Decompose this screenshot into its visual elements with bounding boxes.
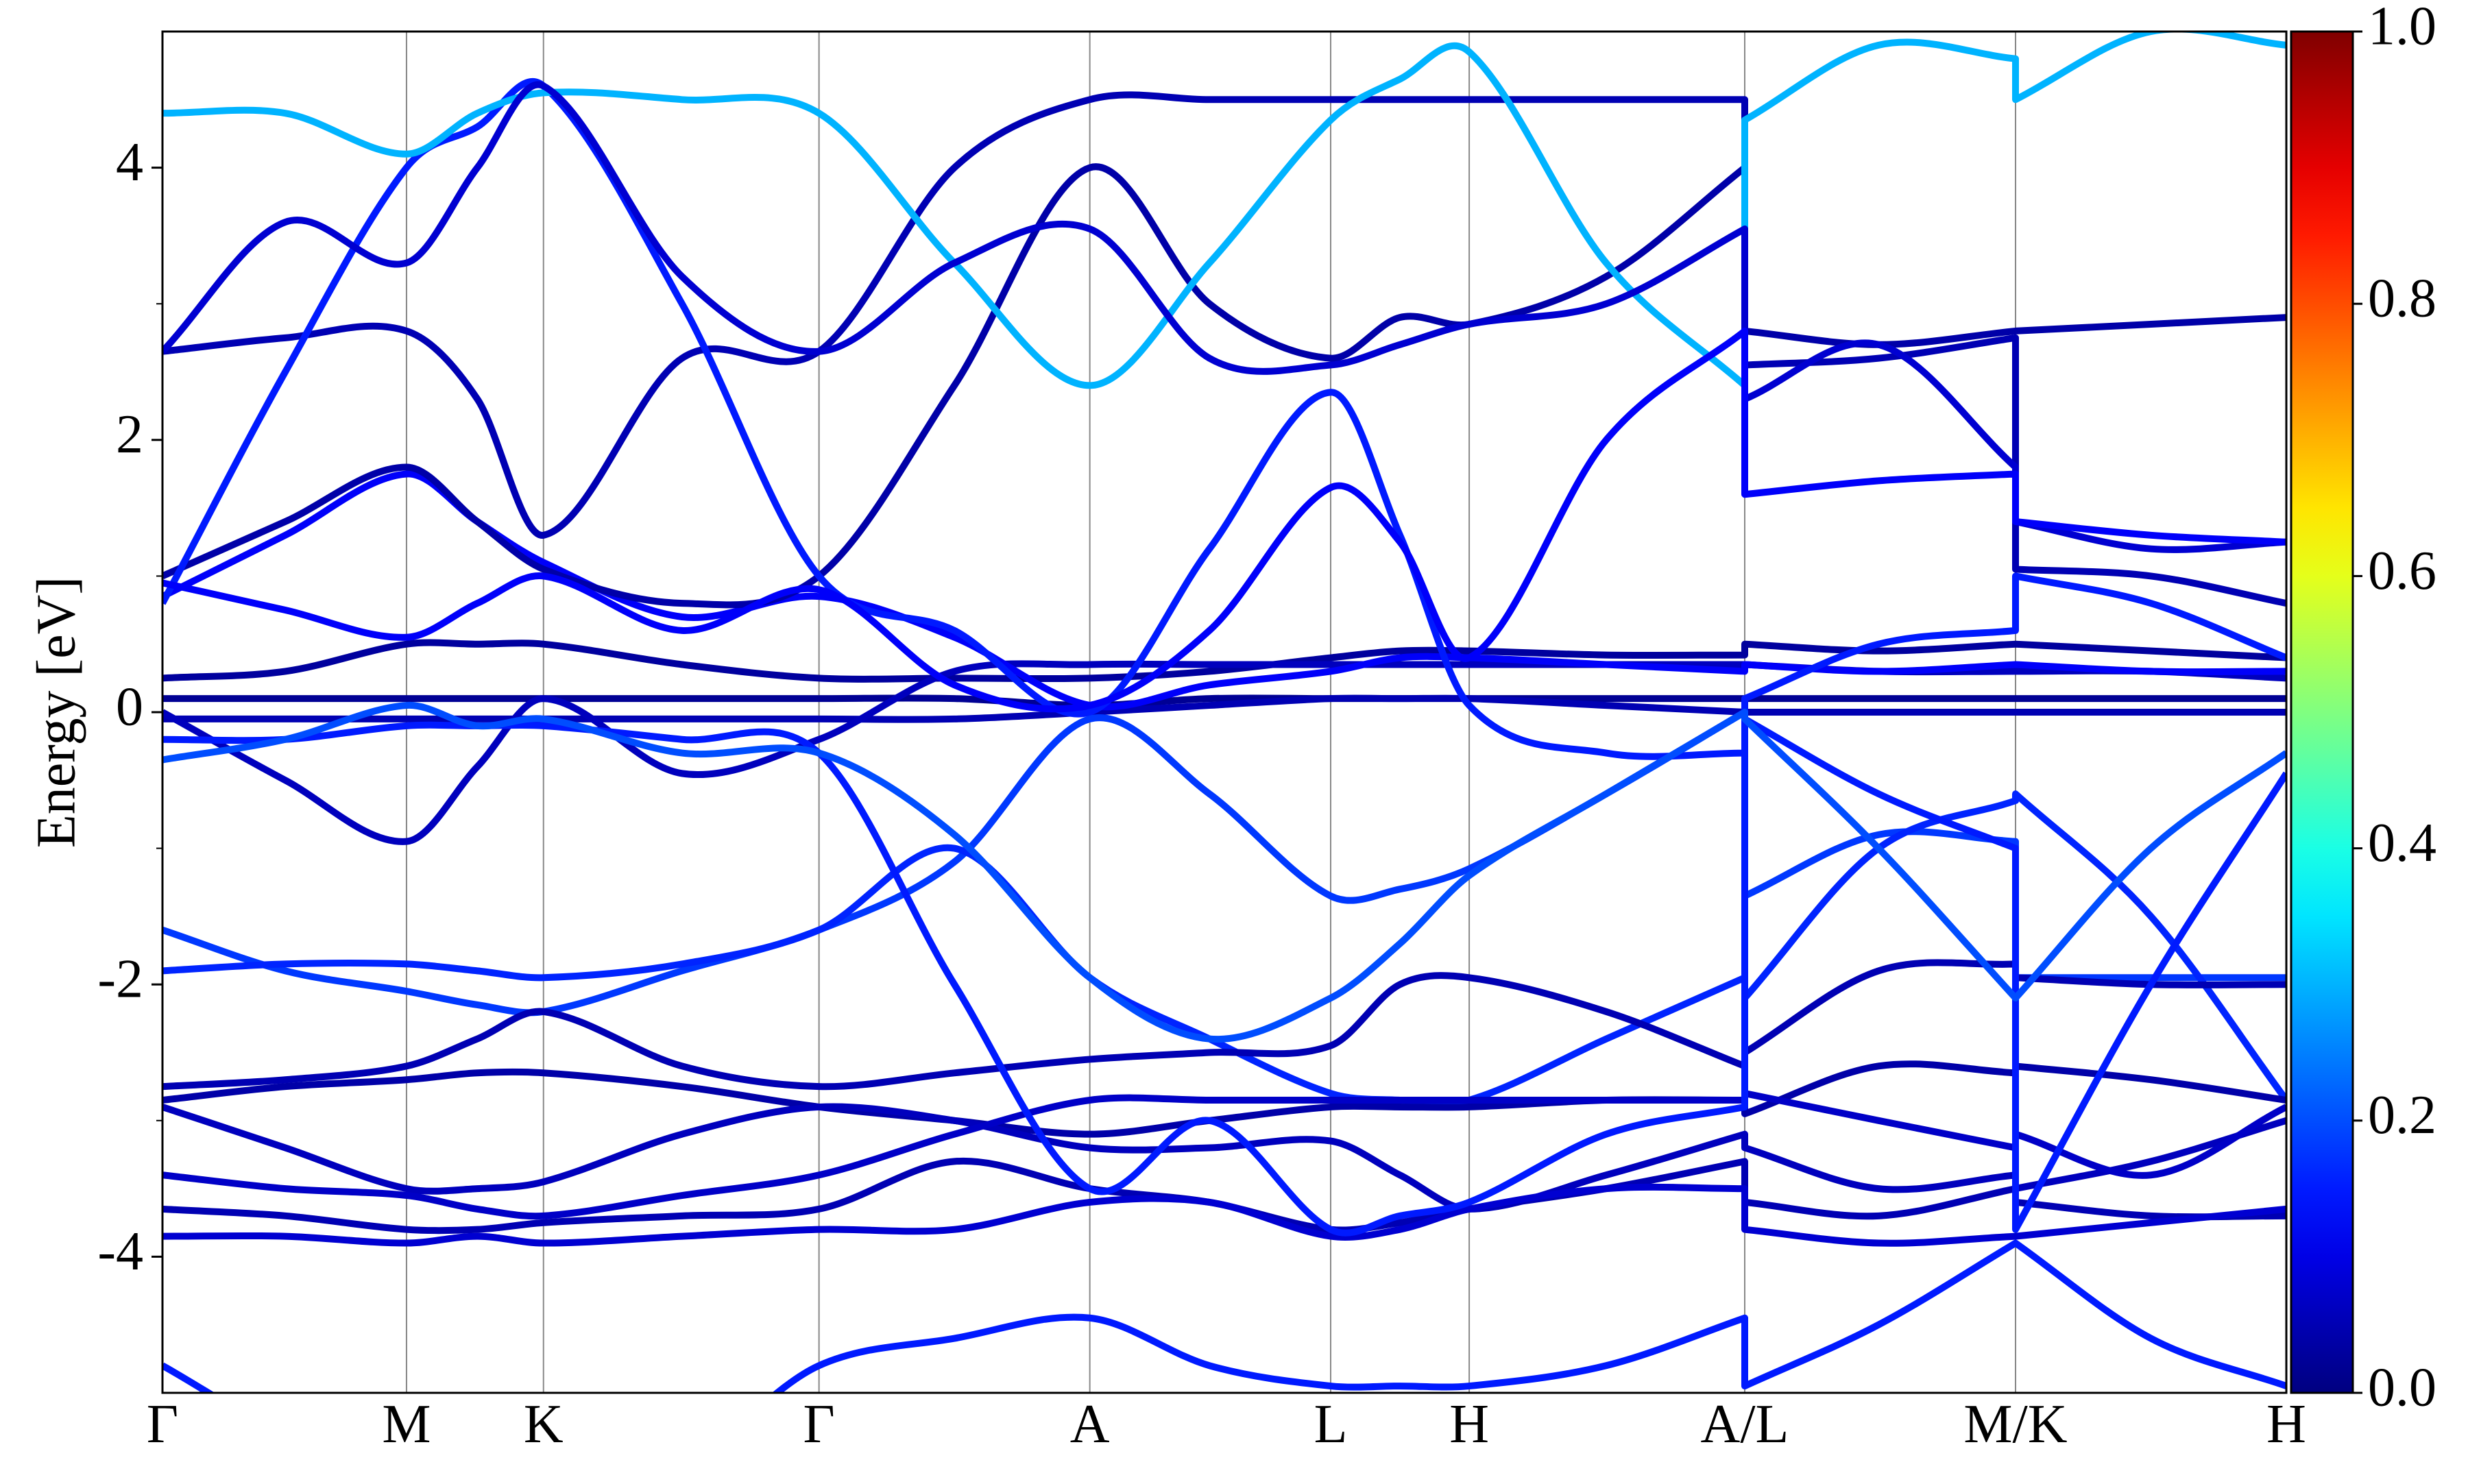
band <box>162 1103 2286 1213</box>
band <box>162 81 2286 553</box>
band <box>162 32 2286 389</box>
x-tick-label: H <box>2266 1394 2306 1455</box>
band <box>162 702 2286 1043</box>
band <box>162 1157 2286 1234</box>
y-tick-label: -4 <box>97 1221 143 1282</box>
plot-frame <box>161 30 2288 1394</box>
colorbar-tick-label: 0.4 <box>2368 813 2436 873</box>
band <box>162 694 2286 723</box>
band <box>162 959 2286 1091</box>
x-tick-label: A <box>1070 1394 1110 1455</box>
band <box>162 709 2286 1017</box>
x-tick-label: Γ <box>147 1394 178 1455</box>
colorbar-tick-label: 1.0 <box>2368 0 2436 56</box>
band <box>162 1183 2286 1247</box>
x-tick-label: L <box>1314 1394 1348 1455</box>
band <box>162 327 2286 713</box>
colorbar-tick-label: 0.8 <box>2368 269 2436 329</box>
bands <box>162 32 2286 1393</box>
y-tick-label: 2 <box>116 404 143 465</box>
band <box>162 1060 2286 1138</box>
x-tick-label: M/K <box>1963 1394 2067 1455</box>
band <box>162 715 2286 1237</box>
y-tick-label: -2 <box>97 949 143 1010</box>
colorbar <box>2290 30 2354 1394</box>
colorbar-tick-label: 0.0 <box>2368 1357 2436 1418</box>
band <box>162 91 2286 607</box>
band <box>162 163 2286 609</box>
y-axis-label: Energy [eV] <box>26 576 86 848</box>
y-tick-label: 4 <box>116 132 143 193</box>
x-tick-label: K <box>524 1394 564 1455</box>
band <box>162 639 2286 683</box>
x-tick-label: Γ <box>803 1394 835 1455</box>
colorbar-tick-label: 0.2 <box>2368 1085 2436 1145</box>
band <box>162 1090 2286 1220</box>
band <box>162 694 2286 709</box>
colorbar-tick-label: 0.6 <box>2368 541 2436 601</box>
x-tick-label: H <box>1449 1394 1489 1455</box>
y-tick-label: 0 <box>116 677 143 737</box>
band <box>162 77 2286 760</box>
x-tick-label: A/L <box>1701 1394 1789 1455</box>
band <box>162 1239 2286 1393</box>
x-tick-label: M <box>382 1394 431 1455</box>
